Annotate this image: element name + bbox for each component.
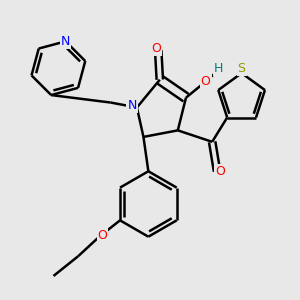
Text: S: S xyxy=(238,62,246,75)
Text: O: O xyxy=(152,42,161,55)
Text: N: N xyxy=(127,99,137,112)
Text: O: O xyxy=(215,165,225,178)
Text: H: H xyxy=(214,62,224,75)
Text: O: O xyxy=(201,75,211,88)
Text: N: N xyxy=(61,35,70,48)
Text: O: O xyxy=(98,229,107,242)
